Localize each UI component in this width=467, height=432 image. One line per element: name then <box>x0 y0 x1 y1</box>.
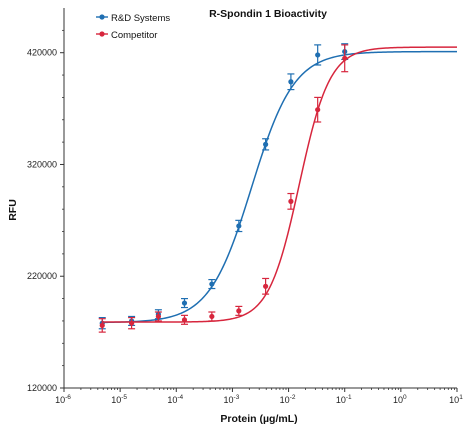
data-point-competitor <box>129 320 135 326</box>
legend-item-competitor: Competitor <box>96 30 157 41</box>
legend-label-competitor: Competitor <box>111 30 157 41</box>
data-point-competitor <box>236 308 242 314</box>
y-tick-label: 320000 <box>27 159 57 169</box>
x-tick-label: 10-5 <box>111 394 127 405</box>
y-tick-label: 420000 <box>27 48 57 58</box>
legend-label-rd-systems: R&D Systems <box>111 13 170 24</box>
legend-dot-rd-systems <box>99 14 105 20</box>
data-point-r-d-systems <box>236 223 242 229</box>
chart-title: R-Spondin 1 Bioactivity <box>209 8 327 20</box>
x-tick-label: 101 <box>449 394 463 405</box>
data-point-competitor <box>263 283 269 289</box>
x-tick-label: 10-4 <box>167 394 183 405</box>
legend-dot-competitor <box>99 31 105 37</box>
x-tick-label: 10-2 <box>280 394 296 405</box>
data-point-r-d-systems <box>288 79 294 85</box>
legend: R&D Systems Competitor <box>96 13 170 41</box>
data-point-competitor <box>99 322 105 329</box>
data-point-r-d-systems <box>263 141 269 147</box>
data-point-competitor <box>315 107 321 113</box>
y-tick-label: 120000 <box>27 383 57 393</box>
y-axis-title: RFU <box>7 199 19 221</box>
data-point-competitor <box>342 55 348 61</box>
x-tick-label: 10-3 <box>224 394 240 405</box>
fit-curve-r-d-systems <box>102 50 457 324</box>
data-point-competitor <box>209 313 215 320</box>
x-axis-title: Protein (µg/mL) <box>220 413 297 425</box>
data-point-competitor <box>181 317 188 323</box>
legend-item-rd-systems: R&D Systems <box>96 13 170 24</box>
data-point-competitor <box>155 313 161 320</box>
data-point-r-d-systems <box>315 52 321 58</box>
x-tick-label: 100 <box>393 394 407 405</box>
data-point-r-d-systems <box>209 281 215 287</box>
data-point-competitor <box>288 198 294 204</box>
x-tick-label: 10-6 <box>55 394 71 405</box>
x-tick-label: 10-1 <box>336 394 352 405</box>
fit-curve-competitor <box>102 46 457 323</box>
y-tick-label: 220000 <box>27 271 57 281</box>
data-point-r-d-systems <box>181 300 188 306</box>
plot-area: 120000 220000 320000 420000 10-6 10-5 10-4 10-3… <box>27 8 463 405</box>
